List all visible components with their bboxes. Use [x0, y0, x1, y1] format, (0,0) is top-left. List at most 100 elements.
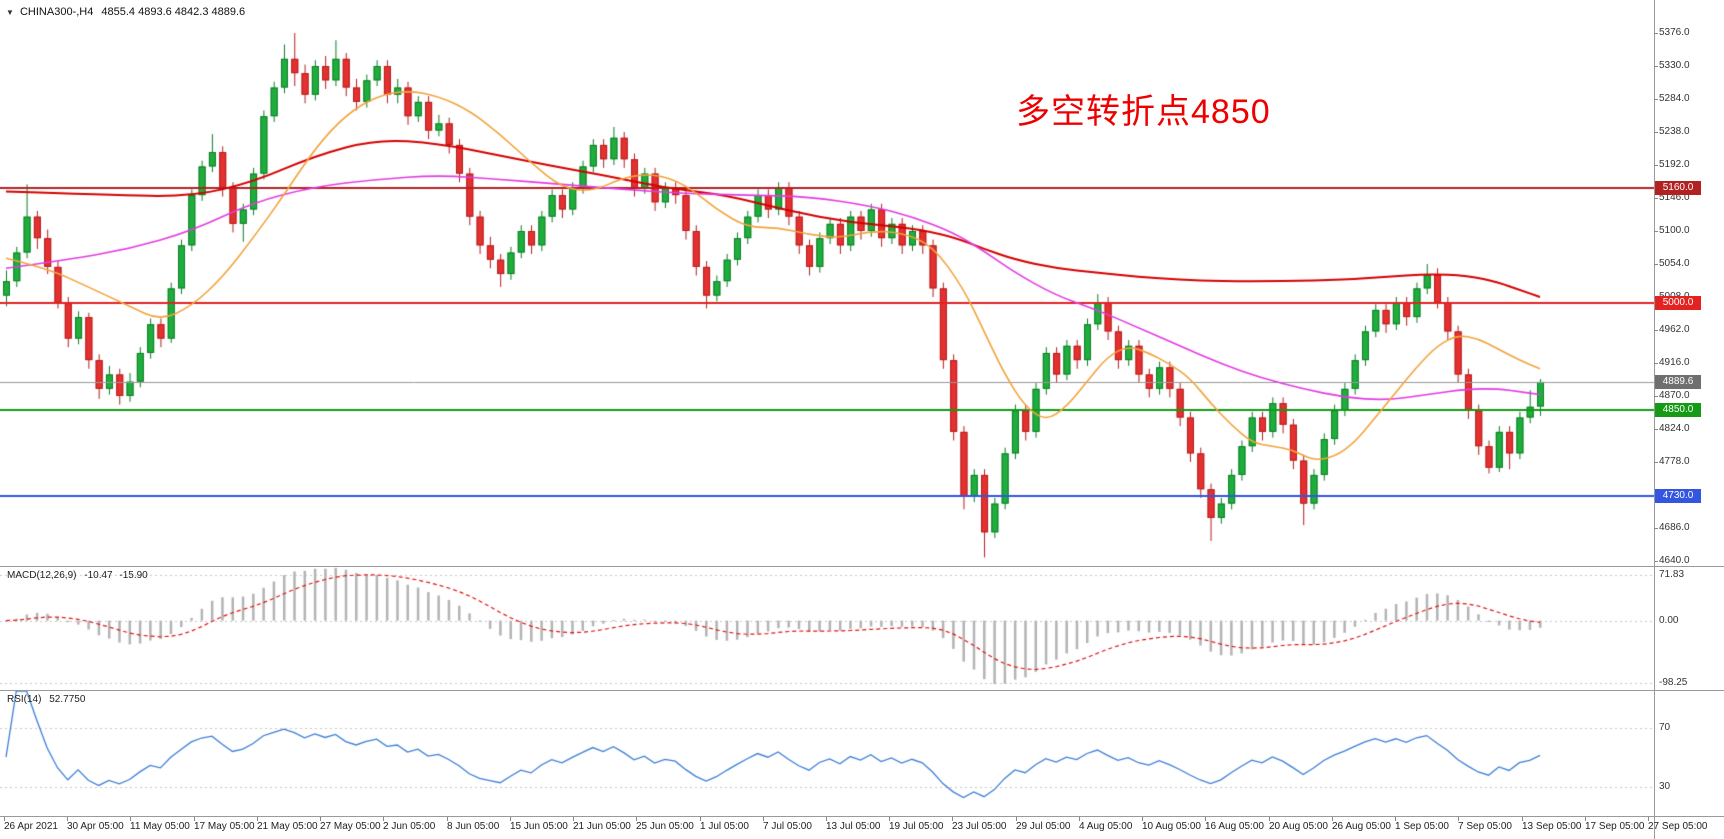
- rsi-value: 52.7750: [49, 694, 86, 705]
- time-tick-label: 15 Jun 05:00: [510, 821, 568, 832]
- time-tick-label: 30 Apr 05:00: [67, 821, 124, 832]
- time-tick-label: 21 Jun 05:00: [573, 821, 631, 832]
- price-tick-mark: [1654, 231, 1658, 232]
- time-tick-mark: [257, 817, 258, 821]
- time-tick-mark: [510, 817, 511, 821]
- price-tick-mark: [1654, 66, 1658, 67]
- annotation-text: 多空转折点4850: [1016, 93, 1271, 131]
- time-tick-mark: [130, 817, 131, 821]
- price-tick-label: 5376.0: [1659, 27, 1690, 38]
- time-tick-mark: [1522, 817, 1523, 821]
- time-tick-mark: [1458, 817, 1459, 821]
- hline-badge-5000.0: 5000.0: [1655, 296, 1701, 310]
- price-tick-label: 5054.0: [1659, 258, 1690, 269]
- time-tick-label: 23 Jul 05:00: [952, 821, 1007, 832]
- macd-indicator-canvas[interactable]: [0, 567, 1654, 690]
- time-tick-mark: [1205, 817, 1206, 821]
- hline-badge-4730.0: 4730.0: [1655, 489, 1701, 503]
- time-tick-mark: [1585, 817, 1586, 821]
- price-tick-mark: [1654, 33, 1658, 34]
- price-tick-mark: [1654, 99, 1658, 100]
- price-tick-label: 5146.0: [1659, 192, 1690, 203]
- time-tick-mark: [1016, 817, 1017, 821]
- ohlc-readout: 4855.4 4893.6 4842.3 4889.6: [101, 6, 246, 18]
- time-tick-mark: [952, 817, 953, 821]
- time-tick-label: 11 May 05:00: [130, 821, 190, 832]
- time-tick-label: 17 May 05:00: [194, 821, 255, 832]
- time-tick-mark: [573, 817, 574, 821]
- price-tick-label: 5330.0: [1659, 60, 1690, 71]
- time-tick-label: 13 Sep 05:00: [1522, 821, 1582, 832]
- candlestick-chart-canvas[interactable]: [0, 0, 1654, 566]
- time-tick-label: 8 Jun 05:00: [447, 821, 500, 832]
- expand-triangle-icon[interactable]: ▼: [6, 8, 14, 17]
- price-tick-label: 4916.0: [1659, 357, 1690, 368]
- current-price-badge: 4889.6: [1655, 375, 1701, 389]
- price-tick-label: 4824.0: [1659, 423, 1690, 434]
- time-tick-mark: [700, 817, 701, 821]
- panel-separator[interactable]: [0, 566, 1724, 567]
- time-tick-mark: [1269, 817, 1270, 821]
- hline-badge-5160.0: 5160.0: [1655, 181, 1701, 195]
- price-tick-label: 5192.0: [1659, 159, 1690, 170]
- time-tick-label: 7 Sep 05:00: [1458, 821, 1512, 832]
- price-tick-label: 4778.0: [1659, 456, 1690, 467]
- price-tick-mark: [1654, 363, 1658, 364]
- price-tick-mark: [1654, 330, 1658, 331]
- rsi-label: RSI(14) 52.7750: [7, 694, 86, 705]
- price-tick-label: 5100.0: [1659, 225, 1690, 236]
- time-tick-label: 20 Aug 05:00: [1269, 821, 1328, 832]
- price-tick-label: 4686.0: [1659, 522, 1690, 533]
- time-tick-label: 29 Jul 05:00: [1016, 821, 1071, 832]
- rsi-level-label: 30: [1659, 781, 1671, 792]
- price-tick-mark: [1654, 528, 1658, 529]
- price-tick-mark: [1654, 132, 1658, 133]
- time-tick-mark: [763, 817, 764, 821]
- rsi-level-label: 70: [1659, 722, 1671, 733]
- price-tick-label: 5238.0: [1659, 126, 1690, 137]
- time-tick-mark: [1142, 817, 1143, 821]
- time-tick-mark: [67, 817, 68, 821]
- macd-label: MACD(12,26,9) -10.47 -15.90: [7, 570, 148, 581]
- symbol-label: CHINA300-,H4: [19, 6, 94, 18]
- time-tick-mark: [383, 817, 384, 821]
- rsi-indicator-canvas[interactable]: [0, 691, 1654, 816]
- macd-axis-label: 71.83: [1659, 569, 1685, 580]
- time-tick-label: 7 Jul 05:00: [763, 821, 812, 832]
- macd-axis-label: -98.25: [1659, 677, 1688, 688]
- price-tick-label: 5284.0: [1659, 93, 1690, 104]
- macd-main-value: -10.47: [84, 570, 113, 581]
- time-tick-mark: [636, 817, 637, 821]
- time-tick-label: 27 May 05:00: [320, 821, 381, 832]
- time-tick-label: 16 Aug 05:00: [1205, 821, 1264, 832]
- panel-separator[interactable]: [0, 816, 1724, 817]
- price-tick-label: 4962.0: [1659, 324, 1690, 335]
- panel-separator[interactable]: [0, 690, 1724, 691]
- time-tick-label: 2 Jun 05:00: [383, 821, 436, 832]
- hline-badge-4850.0: 4850.0: [1655, 403, 1701, 417]
- time-tick-mark: [447, 817, 448, 821]
- time-tick-label: 26 Aug 05:00: [1332, 821, 1391, 832]
- price-tick-mark: [1654, 198, 1658, 199]
- price-tick-mark: [1654, 396, 1658, 397]
- time-tick-mark: [1395, 817, 1396, 821]
- time-tick-mark: [194, 817, 195, 821]
- time-tick-label: 19 Jul 05:00: [889, 821, 944, 832]
- time-tick-label: 17 Sep 05:00: [1585, 821, 1645, 832]
- time-tick-mark: [4, 817, 5, 821]
- price-tick-mark: [1654, 561, 1658, 562]
- time-tick-label: 26 Apr 2021: [4, 821, 58, 832]
- price-tick-mark: [1654, 429, 1658, 430]
- time-tick-mark: [1648, 817, 1649, 821]
- price-tick-mark: [1654, 165, 1658, 166]
- price-tick-label: 4870.0: [1659, 390, 1690, 401]
- time-tick-mark: [320, 817, 321, 821]
- macd-axis-label: 0.00: [1659, 615, 1679, 626]
- time-tick-label: 1 Sep 05:00: [1395, 821, 1449, 832]
- time-tick-mark: [1332, 817, 1333, 821]
- price-axis-border: [1654, 0, 1655, 839]
- time-tick-label: 21 May 05:00: [257, 821, 318, 832]
- time-tick-mark: [889, 817, 890, 821]
- macd-signal-value: -15.90: [119, 570, 148, 581]
